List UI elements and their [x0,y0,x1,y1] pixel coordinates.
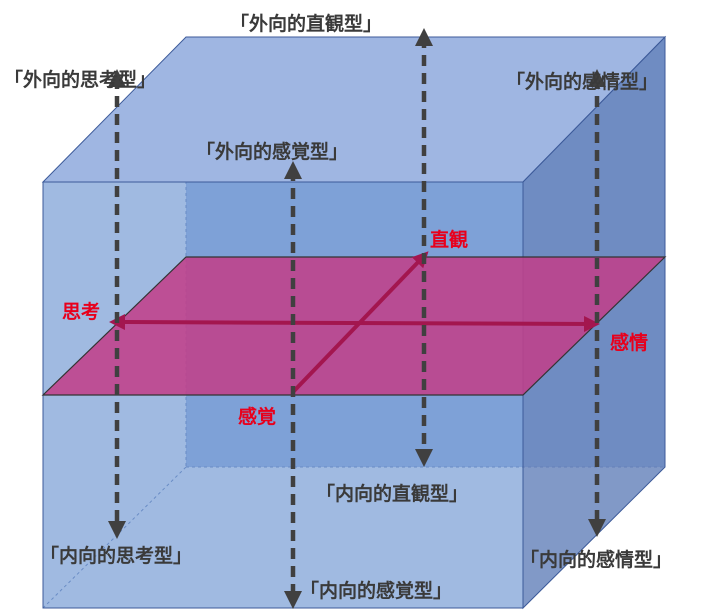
label-introverted-sensing: 「内向的感覚型」 [300,579,452,602]
label-introverted-feeling: 「内向的感情型」 [520,548,672,571]
label-intuition: 直観 [430,228,468,251]
label-extraverted-sensing: 「外向的感覚型」 [196,140,348,163]
function-axes [109,251,600,394]
label-feeling: 感情 [610,331,648,354]
label-extraverted-feeling: 「外向的感情型」 [506,70,658,93]
thinking-feeling-axis [109,314,600,332]
label-thinking: 思考 [62,301,100,323]
sensation-intuition-axis [291,251,429,394]
label-introverted-intuitive: 「内向的直観型」 [316,482,468,505]
vertical-dashed-arrows [108,28,606,609]
label-extraverted-intuitive: 「外向的直観型」 [230,12,382,35]
label-introverted-thinking: 「内向的思考型」 [40,544,192,567]
label-sensation: 感覚 [238,405,276,428]
label-extraverted-thinking: 「外向的思考型」 [4,68,156,91]
